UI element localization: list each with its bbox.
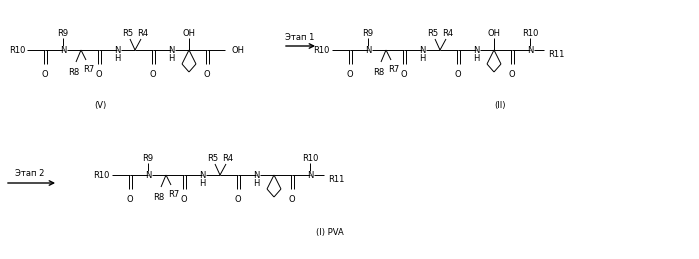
Text: O: O	[42, 70, 48, 79]
Text: R4: R4	[222, 154, 233, 162]
Text: N: N	[419, 46, 425, 54]
Text: R7: R7	[389, 65, 400, 74]
Text: N: N	[199, 170, 206, 179]
Text: R10: R10	[314, 46, 330, 54]
Text: (I) PVA: (I) PVA	[316, 227, 344, 236]
Text: R5: R5	[427, 28, 438, 38]
Text: R4: R4	[138, 28, 149, 38]
Text: O: O	[180, 195, 187, 204]
Text: O: O	[127, 195, 134, 204]
Text: Этап 2: Этап 2	[15, 169, 45, 177]
Text: R5: R5	[122, 28, 134, 38]
Text: H: H	[253, 178, 259, 188]
Text: O: O	[150, 70, 157, 79]
Text: N: N	[253, 170, 259, 179]
Text: R7: R7	[83, 65, 94, 74]
Text: H: H	[419, 54, 425, 62]
Text: H: H	[473, 54, 480, 62]
Text: O: O	[289, 195, 295, 204]
Text: R5: R5	[208, 154, 219, 162]
Text: R10: R10	[522, 28, 538, 38]
Text: N: N	[307, 170, 313, 179]
Text: OH: OH	[182, 28, 196, 38]
Text: R9: R9	[57, 28, 69, 38]
Text: N: N	[114, 46, 120, 54]
Text: R8: R8	[373, 68, 384, 77]
Text: N: N	[168, 46, 174, 54]
Text: O: O	[401, 70, 408, 79]
Text: R10: R10	[94, 170, 110, 179]
Text: O: O	[203, 70, 210, 79]
Text: R4: R4	[442, 28, 454, 38]
Text: H: H	[114, 54, 120, 62]
Text: O: O	[454, 70, 461, 79]
Text: H: H	[199, 178, 206, 188]
Text: (II): (II)	[494, 100, 506, 110]
Text: R9: R9	[363, 28, 373, 38]
Text: (V): (V)	[94, 100, 106, 110]
Text: O: O	[96, 70, 102, 79]
Text: R11: R11	[328, 175, 345, 183]
Text: Этап 1: Этап 1	[285, 32, 315, 41]
Text: OH: OH	[487, 28, 500, 38]
Text: R11: R11	[548, 49, 564, 59]
Text: OH: OH	[231, 46, 244, 54]
Text: R10: R10	[8, 46, 25, 54]
Text: R10: R10	[302, 154, 318, 162]
Text: R8: R8	[69, 68, 80, 77]
Text: O: O	[235, 195, 241, 204]
Text: N: N	[365, 46, 371, 54]
Text: N: N	[145, 170, 151, 179]
Text: R9: R9	[143, 154, 154, 162]
Text: O: O	[509, 70, 515, 79]
Text: N: N	[60, 46, 66, 54]
Text: H: H	[168, 54, 174, 62]
Text: O: O	[347, 70, 353, 79]
Text: N: N	[527, 46, 533, 54]
Text: R7: R7	[168, 190, 180, 199]
Text: R8: R8	[153, 193, 165, 202]
Text: N: N	[473, 46, 480, 54]
